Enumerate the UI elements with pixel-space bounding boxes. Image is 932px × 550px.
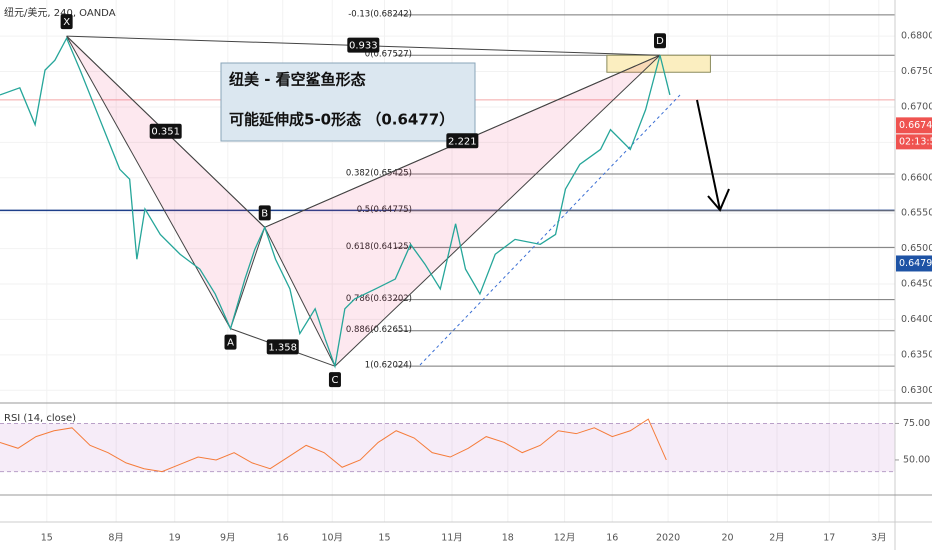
fib-label: 0.382(0.65425) (346, 169, 412, 179)
x-tick-label: 16 (606, 533, 618, 544)
main-layer (0, 36, 671, 473)
x-tick-label: 11月 (441, 533, 463, 544)
annotation-box (220, 62, 476, 142)
ratio-label: 0.933 (349, 41, 378, 52)
price-tag (896, 255, 932, 272)
rsi-tick-label: 75.00 (903, 418, 930, 429)
trend-line (419, 94, 681, 366)
x-tick-label: 16 (277, 533, 289, 544)
point-label: B (261, 208, 268, 219)
fib-label: 0.886(0.62651) (346, 325, 412, 335)
fib-label: 0.5(0.64775) (357, 205, 412, 215)
y-tick-label: 0.68000 (901, 31, 932, 42)
ratio-badge (446, 133, 479, 149)
point-label: C (331, 375, 338, 386)
rsi-line (0, 418, 667, 473)
x-tick-label: 8月 (108, 533, 124, 544)
fib-label: -0.13(0.68242) (348, 9, 412, 19)
chart-title: 纽元/美元, 240, OANDA (4, 6, 116, 19)
price-line (0, 36, 671, 369)
fib-label: 0.618(0.64125) (346, 242, 412, 252)
countdown-label: 02:13:50 (899, 136, 932, 147)
x-tick-label: 19 (169, 533, 181, 544)
point-label: X (63, 17, 70, 28)
x-tick-label: 20 (721, 533, 733, 544)
point-badge (60, 14, 73, 30)
point-label: D (656, 36, 664, 47)
countdown-tag (896, 134, 932, 150)
x-tick-label: 12月 (554, 533, 576, 544)
price-tag (896, 117, 932, 134)
x-tick-label: 9月 (220, 533, 236, 544)
target-box (606, 54, 711, 73)
ratio-label: 0.351 (151, 127, 180, 138)
fib-label: 0.786(0.63202) (346, 294, 412, 304)
x-tick-label: 2020 (656, 533, 680, 544)
annotation-text: 纽美 - 看空鲨鱼形态 (229, 71, 366, 89)
x-tick-label: 15 (378, 533, 390, 544)
ratio-badge (266, 339, 299, 355)
x-tick-label: 10月 (321, 533, 343, 544)
point-badge (224, 334, 237, 350)
point-badge (328, 372, 341, 388)
ratio-badge (149, 123, 182, 139)
point-badge (653, 33, 666, 49)
arrow-shaft (696, 99, 721, 211)
rsi-title: RSI (14, close) (4, 413, 76, 424)
ratio-label: 1.358 (268, 342, 297, 353)
fib-label: 1(0.62024) (365, 361, 412, 371)
x-tick-label: 15 (41, 533, 53, 544)
x-tick-label: 18 (502, 533, 514, 544)
x-tick-label: 2月 (769, 533, 785, 544)
fib-label: 0(0.67527) (365, 50, 412, 60)
rsi-tick-label: 50.00 (903, 454, 930, 465)
ratio-label: 2.221 (448, 136, 477, 147)
ratio-badge (347, 37, 380, 53)
price-tag-label: 0.64790 (899, 258, 932, 269)
x-tick-label: 17 (823, 533, 835, 544)
x-tick-label: 3月 (871, 533, 887, 544)
rsi-band (0, 423, 895, 472)
annotation-text: 可能延伸成5-0形态 （0.6477） (229, 111, 454, 129)
point-badge (258, 205, 271, 221)
arrow-head (707, 188, 730, 212)
point-label: A (227, 338, 234, 349)
